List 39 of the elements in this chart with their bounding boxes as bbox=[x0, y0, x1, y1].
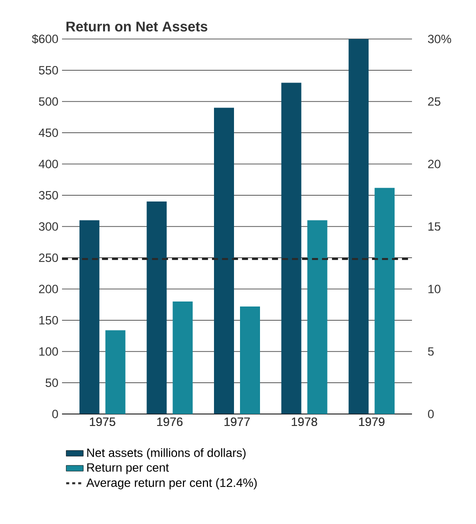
x-tick-label: 1977 bbox=[224, 418, 250, 426]
y-tick-label: 550 bbox=[38, 66, 58, 74]
y2-tick-label: 5 bbox=[428, 347, 434, 356]
bar bbox=[105, 330, 126, 414]
legend-label: Return per cent bbox=[87, 463, 169, 474]
bar bbox=[281, 82, 302, 414]
y-tick-label: 150 bbox=[39, 316, 58, 324]
y-tick-label: 200 bbox=[39, 284, 58, 294]
y-tick-label: 100 bbox=[39, 347, 58, 356]
y2-tick-label: 0 bbox=[428, 410, 434, 418]
x-tick-label: 1978 bbox=[292, 418, 318, 426]
y2-tick-label: 25 bbox=[428, 97, 440, 106]
bar bbox=[348, 38, 369, 414]
y-tick-label: 300 bbox=[38, 222, 58, 231]
bar bbox=[240, 306, 260, 414]
legend-label: Net assets (millions of dollars) bbox=[87, 448, 246, 460]
y-tick-label: 0 bbox=[52, 410, 58, 418]
bar bbox=[146, 201, 167, 414]
y-tick-label: 500 bbox=[38, 97, 58, 106]
y-tick-label: 450 bbox=[38, 128, 58, 137]
y2-tick-label: 30% bbox=[428, 34, 452, 44]
bar bbox=[79, 220, 100, 414]
y-tick-label: 350 bbox=[38, 191, 58, 200]
y-tick-label: 250 bbox=[39, 254, 58, 262]
bar bbox=[307, 220, 328, 414]
bar bbox=[374, 188, 395, 414]
y2-tick-label: 20 bbox=[428, 160, 440, 168]
y-tick-label: 400 bbox=[38, 160, 58, 168]
x-tick-label: 1979 bbox=[359, 418, 384, 426]
y2-tick-label: 15 bbox=[428, 222, 440, 231]
y-tick-label: 50 bbox=[46, 378, 58, 387]
chart-title: Return on Net Assets bbox=[66, 22, 208, 32]
legend-label: Average return per cent (12.4%) bbox=[86, 478, 257, 490]
bar bbox=[214, 108, 234, 414]
x-tick-label: 1975 bbox=[90, 418, 116, 426]
y-tick-label: $600 bbox=[32, 34, 58, 44]
bar bbox=[172, 302, 193, 414]
y2-tick-label: 10 bbox=[428, 284, 440, 294]
x-tick-label: 1976 bbox=[157, 418, 183, 426]
